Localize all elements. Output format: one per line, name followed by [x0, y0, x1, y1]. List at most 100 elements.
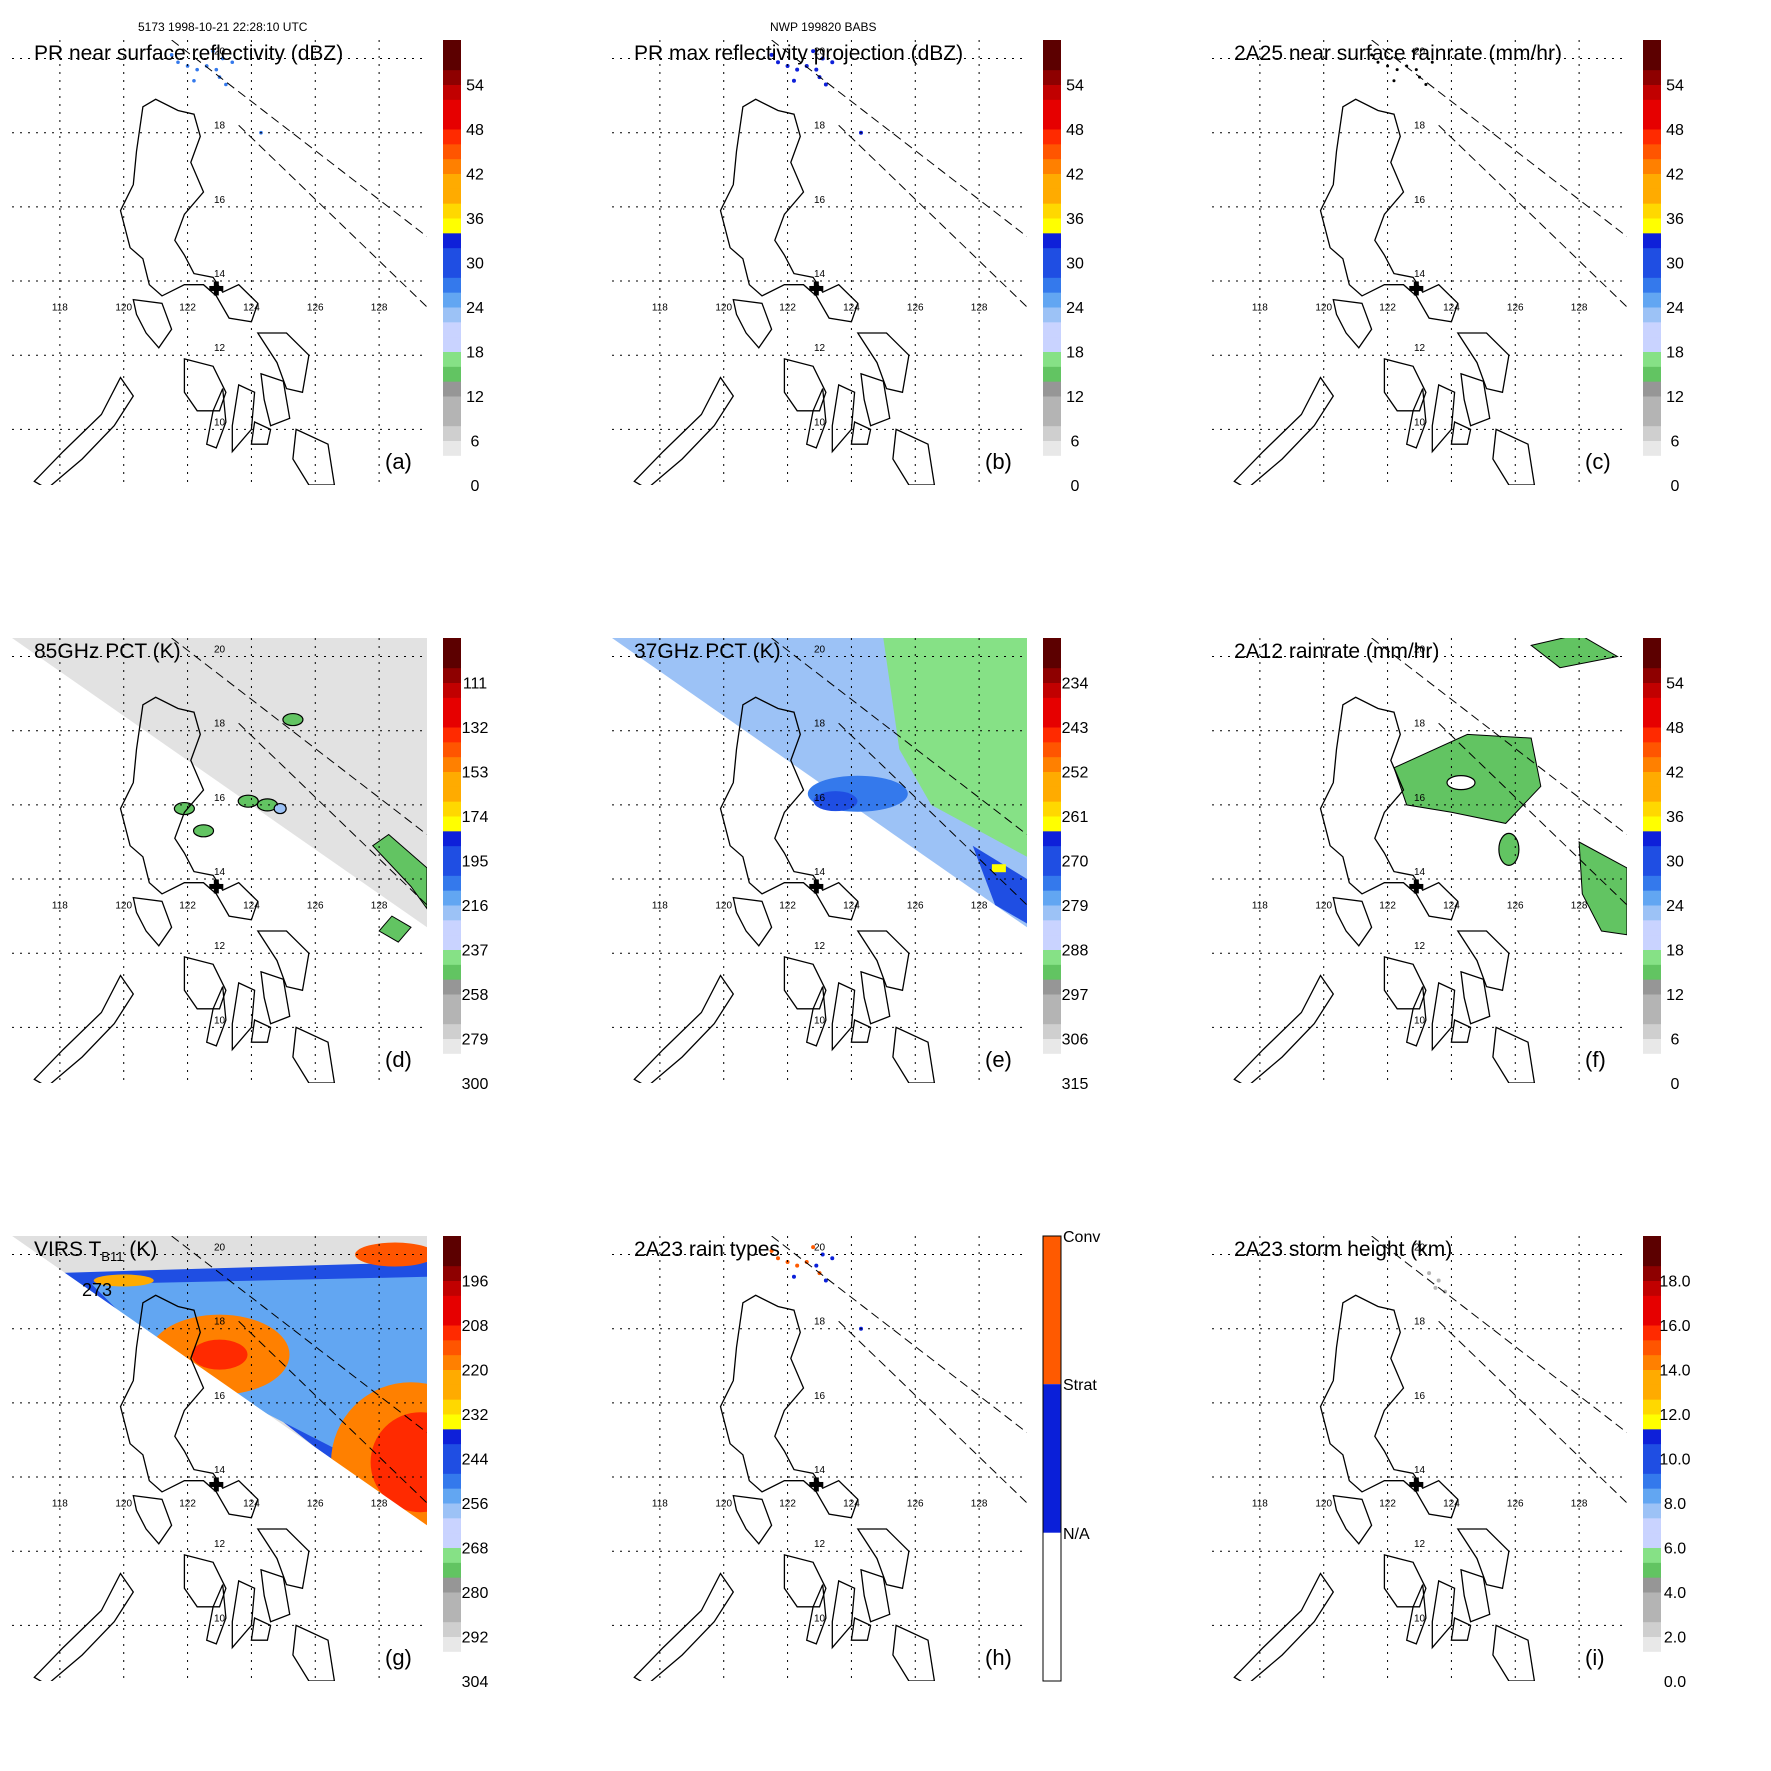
- coastline: [633, 974, 735, 1083]
- orbit-info-header: 5173 1998-10-21 22:28:10 UTC: [138, 20, 308, 34]
- colorbar-label: 24: [1066, 300, 1084, 317]
- coastline: [1233, 1572, 1335, 1681]
- colorbar-label: 174: [462, 809, 489, 826]
- colorbar-segment: [1043, 697, 1061, 713]
- coastline: [860, 1568, 891, 1623]
- colorbar-segment: [1643, 410, 1661, 427]
- coastline: [1460, 372, 1491, 427]
- lat-tick-label: 18: [814, 121, 826, 132]
- radar-echo: [230, 60, 235, 65]
- colorbar-label: 306: [1062, 1032, 1089, 1049]
- rain-echo: [1430, 60, 1434, 64]
- colorbar-label: 54: [1666, 78, 1684, 95]
- coastline: [183, 1554, 227, 1608]
- lat-tick-label: 10: [1414, 417, 1426, 428]
- colorbar-segment: [1043, 1384, 1061, 1533]
- colorbar-segment: [1643, 1339, 1661, 1356]
- colorbar-segment: [1643, 1008, 1661, 1025]
- colorbar-segment: [1643, 129, 1661, 145]
- lon-tick-label: 120: [1315, 303, 1332, 314]
- colorbar-segment: [1043, 964, 1061, 980]
- colorbar-segment: [1643, 860, 1661, 876]
- swath-background: [12, 638, 427, 928]
- colorbar-label: 12.0: [1659, 1407, 1690, 1424]
- colorbar-label: 279: [1062, 898, 1089, 915]
- lat-tick-label: 20: [214, 645, 226, 656]
- colorbar-segment: [443, 321, 461, 338]
- lat-tick-label: 12: [1414, 343, 1426, 354]
- colorbar-segment: [1043, 232, 1061, 249]
- colorbar-label: 10.0: [1659, 1452, 1690, 1469]
- coastline: [850, 1617, 872, 1641]
- rain-area: [1578, 841, 1627, 936]
- colorbar-segment: [1043, 652, 1061, 669]
- colorbar-segment: [1643, 697, 1661, 713]
- stratiform-pixel: [823, 1278, 828, 1283]
- colorbar-segment: [1043, 727, 1061, 743]
- colorbar-segment: [1043, 801, 1061, 817]
- colorbar-segment: [443, 425, 461, 441]
- lon-tick-label: 124: [843, 901, 860, 912]
- coastline: [292, 1624, 336, 1681]
- map-panel-f: 118 120 122 124 126 128 20 18 16 14 12 10: [1212, 638, 1627, 1083]
- colorbar-segment: [1643, 396, 1661, 412]
- coastline: [250, 1617, 272, 1641]
- coastline: [183, 956, 227, 1010]
- colorbar-segment: [1043, 667, 1061, 683]
- coastline: [633, 376, 735, 485]
- lat-tick-label: 10: [214, 1015, 226, 1026]
- colorbar-segment: [1043, 771, 1061, 787]
- radar-echo: [795, 67, 800, 72]
- basemap: 118 120 122 124 126 128 20 18 16 14 12 10: [1212, 638, 1627, 1083]
- colorbar-segment: [443, 277, 461, 293]
- radar-echo: [823, 82, 828, 87]
- panel-title: VIRS TB11 (K): [34, 1238, 158, 1265]
- colorbar-segment: [443, 1339, 461, 1356]
- lon-tick-label: 126: [907, 1499, 924, 1510]
- colorbar-segment: [443, 934, 461, 950]
- colorbar-segment: [1643, 188, 1661, 204]
- colorbar: 54 48 42 36 30 24 18 12 6 0: [1043, 40, 1084, 495]
- lon-tick-label: 126: [307, 901, 324, 912]
- colorbar-segment: [1043, 381, 1061, 397]
- colorbar-label: 12: [1666, 389, 1684, 406]
- colorbar-label: 18: [1666, 345, 1684, 362]
- colorbar-segment: [443, 40, 461, 56]
- lon-tick-label: 126: [1507, 1499, 1524, 1510]
- swath-mask: [12, 1236, 427, 1681]
- colorbar-label: Conv: [1063, 1229, 1100, 1246]
- colorbar-label: 6: [471, 434, 480, 451]
- coastline: [1332, 896, 1373, 947]
- lon-tick-label: 126: [307, 303, 324, 314]
- colorbar-segment: [443, 1577, 461, 1593]
- lon-tick-label: 122: [1379, 901, 1396, 912]
- colorbar-segment: [1643, 1666, 1661, 1682]
- colorbar-label: 268: [462, 1541, 489, 1558]
- colorbar-label: Strat: [1063, 1377, 1097, 1394]
- colorbar-segment: [443, 1636, 461, 1652]
- colorbar-segment: [1643, 1503, 1661, 1519]
- coastline: [1450, 421, 1472, 445]
- colorbar-segment: [1043, 1008, 1061, 1025]
- coastline: [783, 956, 827, 1010]
- colorbar-label: 18: [1066, 345, 1084, 362]
- colorbar-segment: [1643, 1473, 1661, 1489]
- lon-tick-label: 118: [1252, 303, 1268, 314]
- coastline: [856, 332, 910, 394]
- colorbar-segment: [443, 786, 461, 802]
- colorbar-segment: [1643, 470, 1661, 486]
- swath-edge: [1438, 722, 1627, 906]
- storm-height-pixel: [1433, 1285, 1438, 1290]
- colorbar-segment: [1043, 292, 1061, 308]
- colorbar-segment: [443, 875, 461, 891]
- radar-echo: [224, 82, 228, 87]
- colorbar-segment: [1043, 1532, 1061, 1681]
- colorbar-segment: [443, 232, 461, 249]
- coastline: [119, 1294, 259, 1519]
- lon-tick-label: 126: [1507, 901, 1524, 912]
- lon-tick-label: 120: [115, 303, 132, 314]
- colorbar-label: 36: [466, 211, 484, 228]
- basemap: 118 120 122 124 126 128 20 18 16 14 12 10: [12, 1236, 427, 1681]
- panel-letter: (f): [1585, 1047, 1606, 1072]
- colorbar-segment: [1043, 262, 1061, 278]
